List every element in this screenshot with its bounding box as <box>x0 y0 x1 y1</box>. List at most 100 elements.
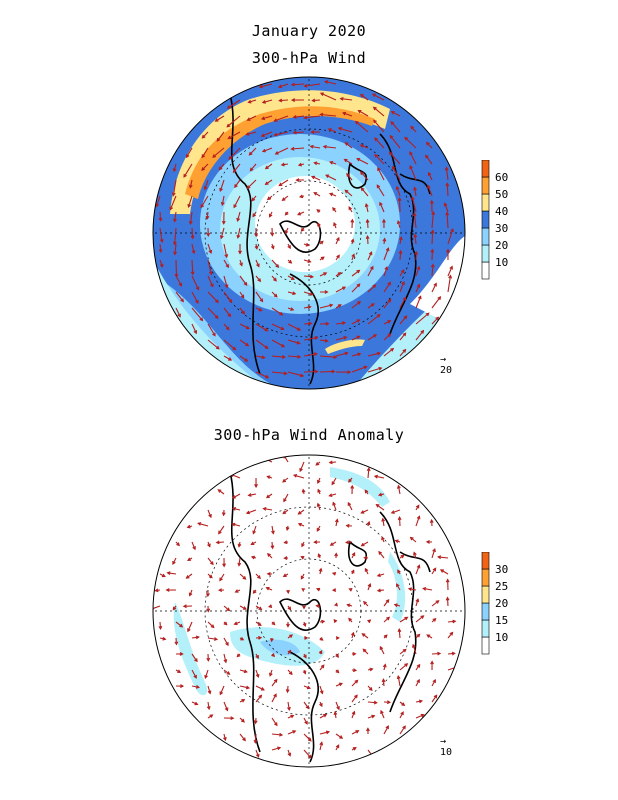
wind-vector <box>159 227 163 243</box>
wind-vector <box>446 212 449 229</box>
wind-vector-head <box>224 707 229 712</box>
wind-vector <box>219 573 225 581</box>
wind-vector-head <box>282 478 287 483</box>
wind-vector-head <box>242 737 246 742</box>
wind-vector-head <box>277 84 283 89</box>
wind-vector-head <box>303 654 307 659</box>
wind-vector-head <box>242 575 247 580</box>
wind-vector <box>227 99 241 109</box>
wind-vector-head <box>360 171 364 176</box>
wind-vector <box>413 213 417 229</box>
coastlines <box>229 471 431 763</box>
wind-vector-head <box>325 730 331 735</box>
wind-vector <box>248 493 257 497</box>
colorbar-swatches: 10 15 20 25 30 <box>481 551 508 655</box>
wind-vector-head <box>371 93 376 98</box>
wind-vector <box>335 701 340 710</box>
wind-vector-head <box>313 192 318 196</box>
wind-vector-head <box>220 201 225 207</box>
wind-vector-head <box>280 162 285 167</box>
wind-vector <box>255 339 269 349</box>
wind-vector-head <box>297 354 302 359</box>
wind-vector-head <box>396 674 401 680</box>
wind-vector-head <box>185 154 190 159</box>
wind-vector <box>409 165 417 181</box>
wind-vector-head <box>390 347 395 352</box>
wind-vector-head <box>265 494 270 499</box>
wind-vector-head <box>230 716 235 721</box>
wind-vector-head <box>282 573 287 577</box>
wind-vector-head <box>225 264 229 269</box>
wind-vector-head <box>348 588 353 592</box>
wind-vector <box>431 283 437 293</box>
wind-vector-head <box>300 373 305 378</box>
wind-vector-head <box>316 527 321 532</box>
wind-vector-head <box>382 237 387 242</box>
wind-vector <box>293 474 305 479</box>
wind-vector <box>265 163 273 169</box>
wind-vector <box>191 291 199 304</box>
wind-vector-head <box>273 277 277 282</box>
wind-vector-head <box>422 586 427 591</box>
wind-vector <box>303 336 318 341</box>
wind-vector-head <box>439 569 444 573</box>
wind-vector-head <box>394 539 399 544</box>
wind-vector <box>383 616 390 623</box>
wind-vector <box>200 195 209 208</box>
wind-vector-head <box>200 204 205 209</box>
wind-vector-head <box>172 606 177 611</box>
wind-vector <box>409 151 417 165</box>
wind-vector <box>207 243 212 254</box>
wind-vector <box>159 211 162 221</box>
wind-vector-head <box>381 536 385 541</box>
wind-vector <box>373 120 385 133</box>
wind-vector <box>261 115 273 120</box>
wind-vector-head <box>430 248 435 253</box>
wind-vector-head <box>420 615 425 619</box>
wind-vector <box>399 297 406 309</box>
colorbar-swatch <box>481 585 490 604</box>
wind-vector <box>279 99 289 102</box>
wind-vector <box>312 99 321 102</box>
wind-vector-head <box>323 713 328 718</box>
wind-vector-head <box>250 555 256 560</box>
wind-vector-head <box>333 221 337 227</box>
wind-vector <box>351 353 361 357</box>
wind-vector-head <box>297 522 302 527</box>
wind-vector <box>255 259 260 267</box>
wind-vector-head <box>345 523 350 528</box>
wind-vector <box>207 323 216 336</box>
wind-vector <box>383 299 392 309</box>
wind-vector <box>219 163 225 170</box>
wind-vector-head <box>376 313 381 318</box>
wind-vector-head <box>284 211 289 216</box>
wind-vector-head <box>341 111 347 116</box>
wind-vector-head <box>396 484 401 489</box>
wind-vector-head <box>362 648 367 653</box>
wind-vector-head <box>234 589 239 593</box>
wind-vector <box>356 158 369 165</box>
wind-vector-head <box>290 276 295 280</box>
wind-vector-head <box>390 111 395 115</box>
wind-vector <box>415 599 419 607</box>
wind-vector-head <box>404 616 409 621</box>
wind-vector-head <box>409 151 413 156</box>
wind-vector <box>271 355 285 358</box>
wind-vector-head <box>373 334 378 338</box>
wind-vector-head <box>279 732 284 737</box>
wind-vector-head <box>303 83 308 88</box>
wind-vector <box>219 685 225 695</box>
wind-vector-head <box>320 664 325 669</box>
wind-vector-head <box>288 671 293 676</box>
wind-vector-head <box>277 746 282 751</box>
wind-vector-head <box>390 121 395 125</box>
wind-vector-head <box>445 596 450 601</box>
wind-vector <box>408 588 417 591</box>
wind-vector-head <box>302 622 307 628</box>
wind-vector-head <box>307 259 312 264</box>
wind-vector-head <box>195 685 201 689</box>
wind-vector <box>271 339 285 348</box>
wind-vector <box>188 195 193 208</box>
wind-vector-head <box>165 588 170 592</box>
wind-vector-head <box>212 154 217 158</box>
